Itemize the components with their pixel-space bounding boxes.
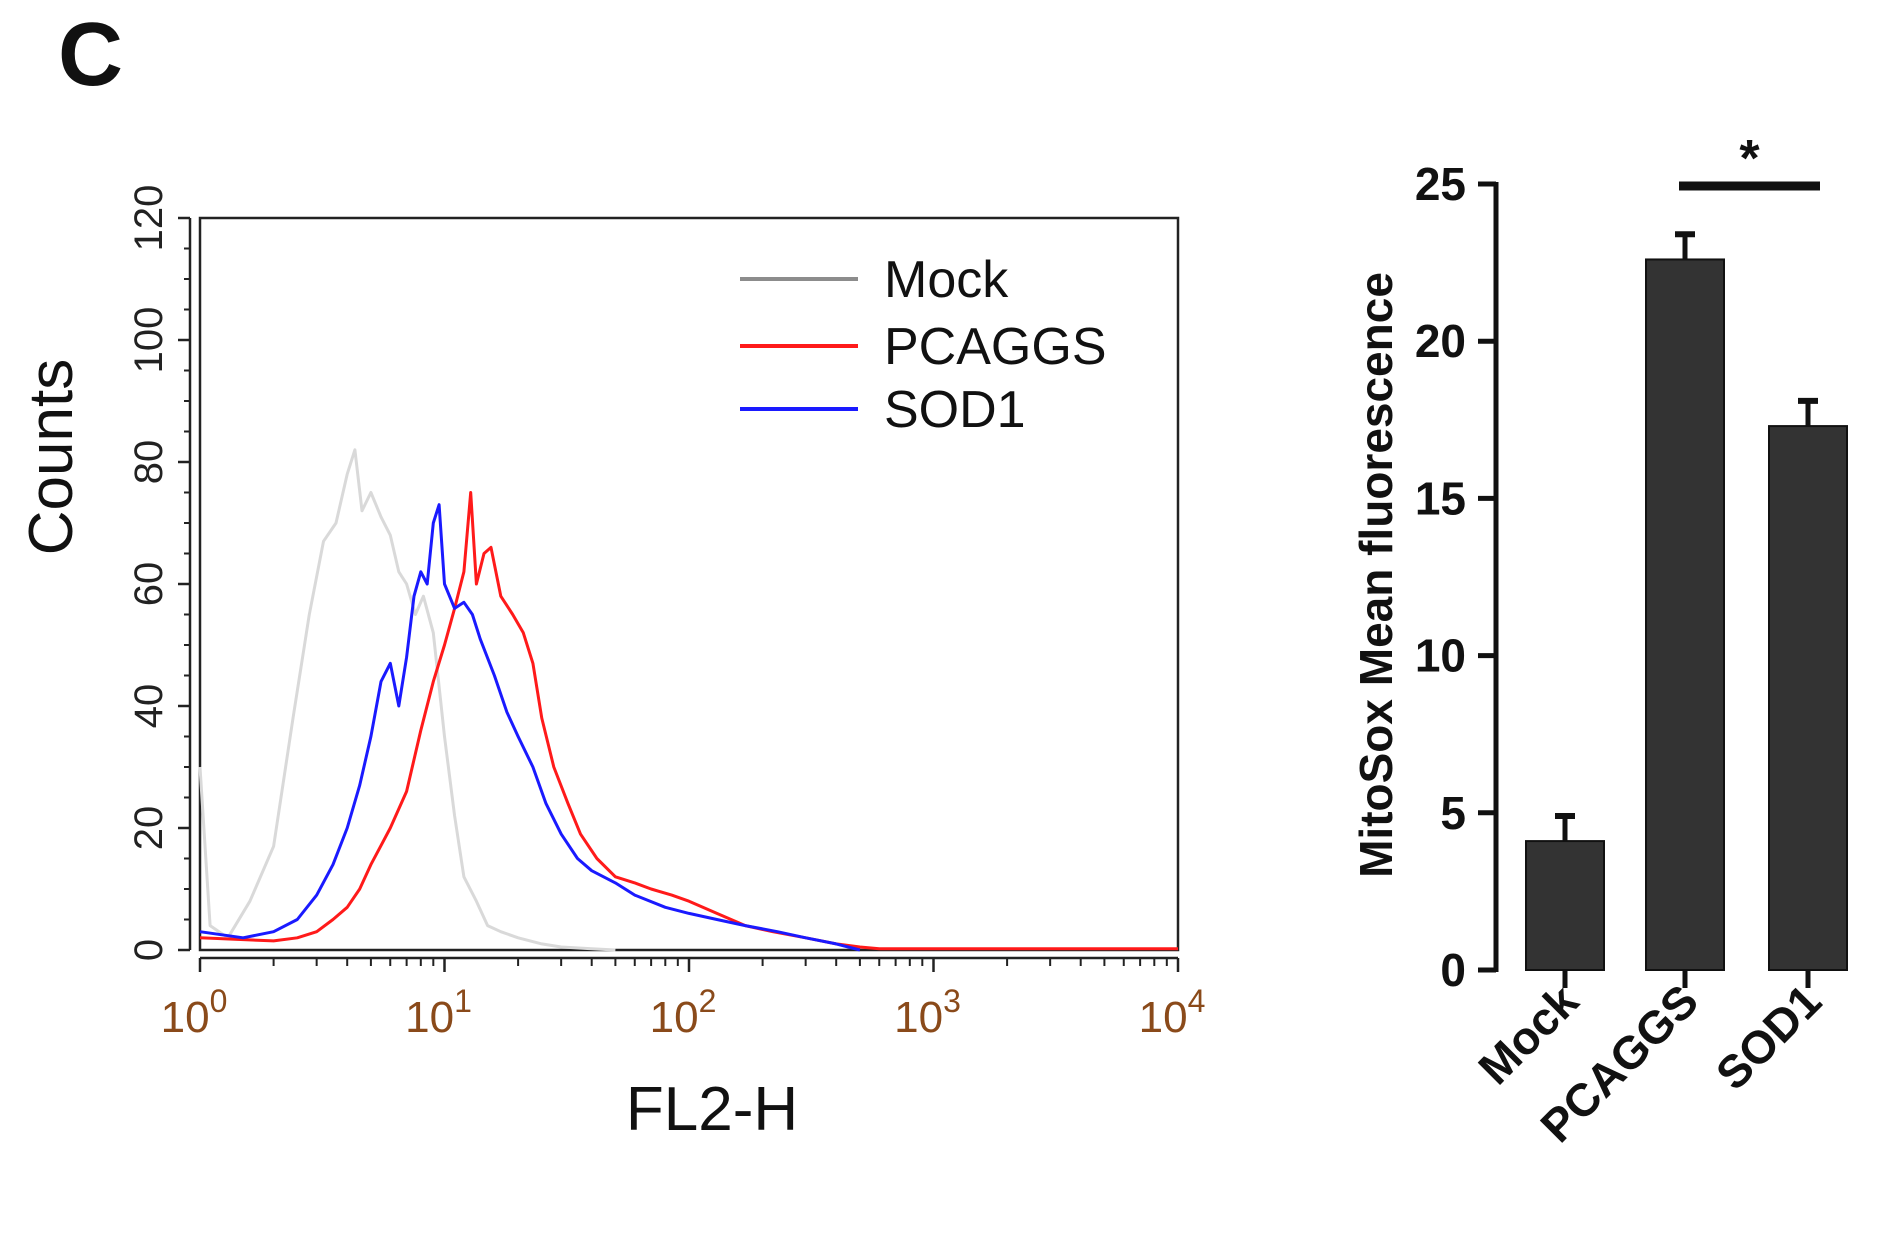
y-tick-label: 80 — [127, 440, 171, 485]
bar-chart-bars — [1525, 231, 1848, 972]
histogram-y-axis: 0 20 40 60 80 100 120 — [127, 185, 192, 961]
histogram-y-axis-label: Counts — [17, 359, 86, 555]
significance-annotation: * — [1679, 130, 1820, 191]
legend-label-mock: Mock — [884, 251, 1009, 309]
series-line-sod1 — [199, 503, 861, 952]
bar-y-tick-label: 25 — [1415, 158, 1466, 210]
bar-pcaggs — [1645, 258, 1725, 971]
y-tick-label: 60 — [127, 562, 171, 607]
bar-y-tick-label: 5 — [1440, 787, 1466, 839]
legend-label-pcaggs: PCAGGS — [884, 318, 1107, 376]
bar-sod1 — [1768, 425, 1848, 971]
bar-y-tick-label: 0 — [1440, 944, 1466, 996]
bar-chart-y-axis: 0 5 10 15 20 25 — [1415, 158, 1499, 996]
bar-mock — [1525, 840, 1605, 972]
histogram-plot-frame — [198, 216, 1180, 952]
histogram-x-axis: 100 101 102 103 104 — [161, 956, 1206, 1042]
series-line-mock — [198, 448, 616, 952]
significance-star: * — [1739, 130, 1760, 188]
y-tick-label: 20 — [127, 806, 171, 851]
bar-y-tick-label: 15 — [1415, 472, 1466, 524]
histogram-chart: 0 20 40 60 80 100 120 100 101 102 103 104 Mock PCAG… — [17, 185, 1205, 1144]
histogram-x-axis-label: FL2-H — [626, 1075, 798, 1144]
x-tick-label: 100 — [161, 983, 228, 1042]
legend-label-sod1: SOD1 — [884, 381, 1026, 439]
x-tick-label: 104 — [1139, 983, 1206, 1042]
bar-x-tick-label-sod1: SOD1 — [1706, 974, 1831, 1099]
y-tick-label: 0 — [127, 939, 171, 961]
series-line-pcaggs — [199, 491, 1178, 951]
bar-chart-y-axis-label: MitoSox Mean fluorescence — [1350, 272, 1402, 878]
panel-label: C — [58, 5, 123, 105]
histogram-series-group — [198, 448, 1178, 952]
y-tick-label: 40 — [127, 684, 171, 729]
y-tick-label: 100 — [127, 307, 171, 374]
bar-y-tick-label: 20 — [1415, 315, 1466, 367]
x-tick-label: 102 — [650, 983, 717, 1042]
bar-y-tick-label: 10 — [1415, 630, 1466, 682]
y-tick-label: 120 — [127, 185, 171, 252]
x-tick-label: 101 — [405, 983, 472, 1042]
x-tick-label: 103 — [894, 983, 961, 1042]
